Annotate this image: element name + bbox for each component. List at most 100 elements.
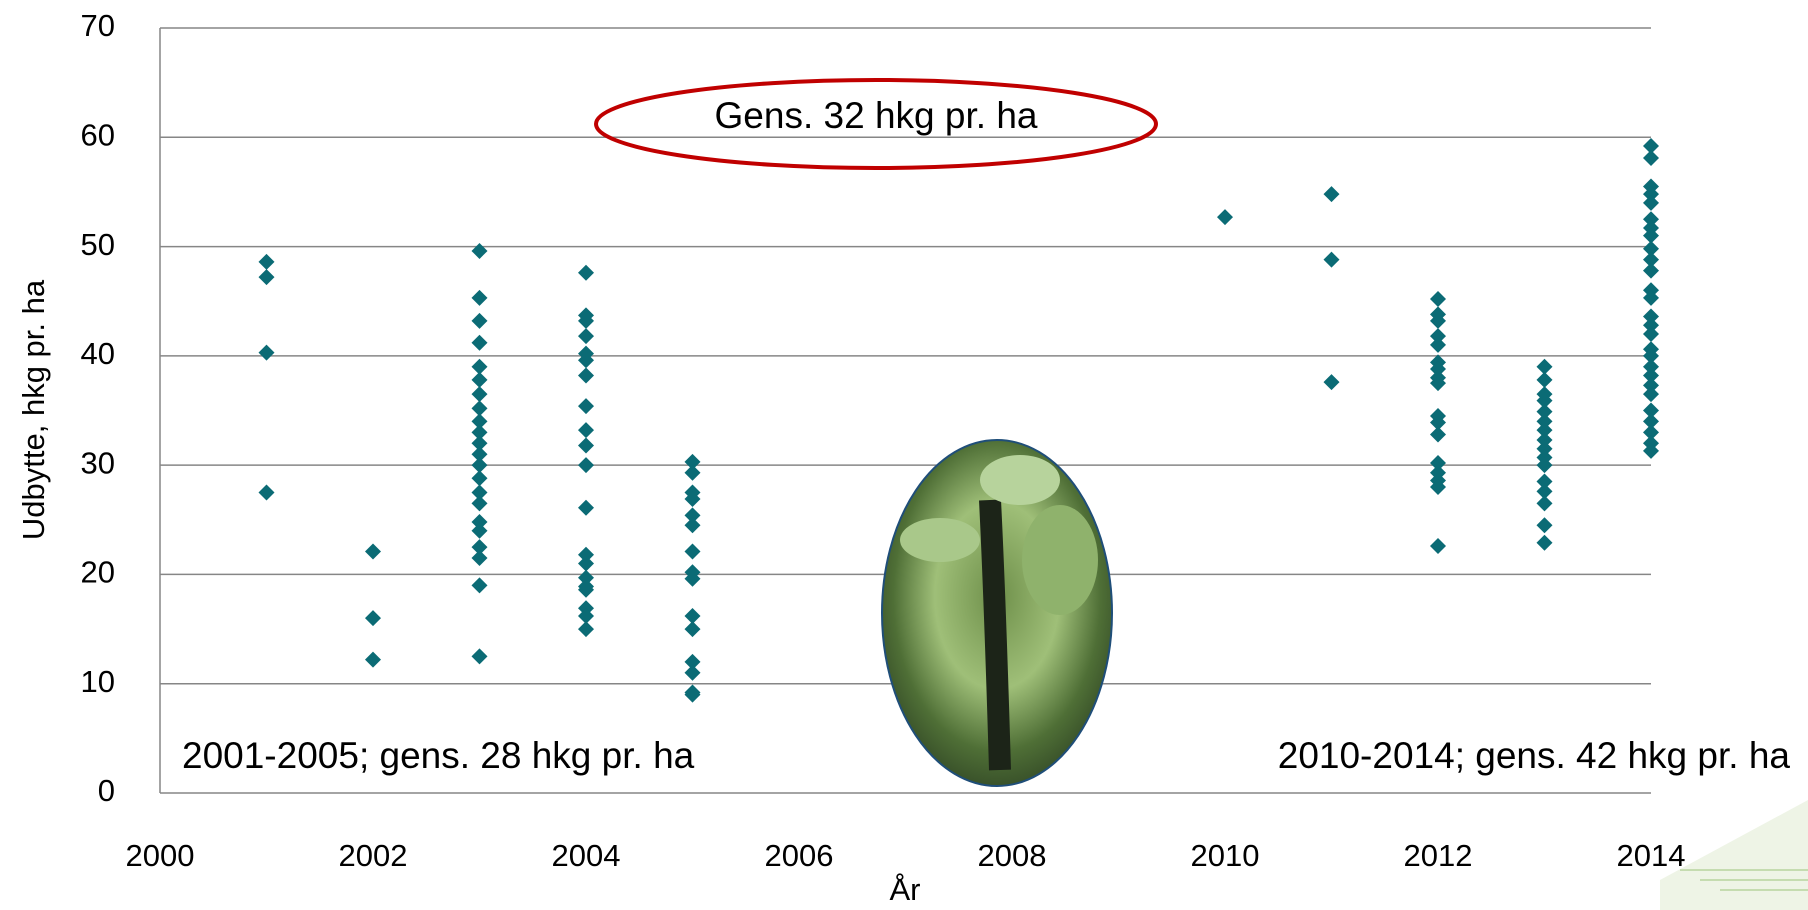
point xyxy=(258,484,275,501)
point xyxy=(1430,312,1446,329)
x-tick-label: 2002 xyxy=(339,838,408,873)
x-tick-label: 2000 xyxy=(126,838,195,873)
photo-leaf xyxy=(1022,505,1098,615)
annotation: 2001-2005; gens. 28 hkg pr. ha xyxy=(182,735,695,776)
point xyxy=(365,543,381,560)
point xyxy=(578,457,594,474)
y-tick-label: 60 xyxy=(81,117,115,152)
point xyxy=(1536,358,1553,375)
point xyxy=(258,269,275,286)
point xyxy=(1430,454,1446,471)
point xyxy=(365,610,381,627)
point xyxy=(684,464,701,481)
point xyxy=(578,437,594,454)
point xyxy=(1323,374,1340,391)
point xyxy=(1643,442,1659,459)
x-tick-label: 2004 xyxy=(552,838,621,873)
point xyxy=(1536,483,1553,500)
point xyxy=(1643,186,1659,203)
decoration xyxy=(1660,800,1808,910)
point xyxy=(1217,209,1233,226)
point xyxy=(1430,538,1446,555)
point xyxy=(684,543,701,560)
point xyxy=(1536,495,1553,512)
point xyxy=(471,400,488,417)
highlight-ellipse xyxy=(594,78,1158,170)
annotation: Gens. 32 hkg pr. ha xyxy=(715,95,1038,136)
x-axis-label: År xyxy=(890,872,921,907)
point xyxy=(578,499,594,516)
point xyxy=(684,570,701,587)
point xyxy=(1643,194,1659,211)
point xyxy=(1536,517,1553,534)
photo-leaf xyxy=(980,455,1060,505)
point xyxy=(1430,426,1446,443)
point xyxy=(471,371,488,388)
point xyxy=(471,242,488,259)
point xyxy=(1643,317,1659,334)
point xyxy=(471,446,488,463)
point xyxy=(578,621,594,638)
point xyxy=(578,398,594,415)
point xyxy=(471,550,488,567)
point xyxy=(578,352,594,369)
point xyxy=(471,539,488,556)
point xyxy=(1643,386,1659,403)
x-tick-label: 2014 xyxy=(1617,838,1686,873)
point xyxy=(1430,360,1446,377)
point xyxy=(1643,424,1659,441)
point xyxy=(1536,534,1553,551)
point xyxy=(684,653,701,670)
point xyxy=(1536,413,1553,430)
point xyxy=(578,367,594,384)
point xyxy=(578,581,594,598)
point xyxy=(471,358,488,375)
point xyxy=(1643,251,1659,268)
y-tick-label: 30 xyxy=(81,445,115,480)
point xyxy=(471,386,488,403)
point xyxy=(1430,291,1446,308)
point xyxy=(578,607,594,624)
y-tick-label: 20 xyxy=(81,555,115,590)
point xyxy=(1430,336,1446,353)
point xyxy=(1643,240,1659,257)
point xyxy=(1536,392,1553,409)
point xyxy=(471,495,488,512)
point xyxy=(684,507,701,524)
point xyxy=(684,686,701,703)
point xyxy=(471,413,488,430)
point xyxy=(1430,414,1446,431)
point xyxy=(578,264,594,281)
photo xyxy=(881,439,1113,787)
x-tick-label: 2012 xyxy=(1404,838,1473,873)
x-tick-label: 2006 xyxy=(765,838,834,873)
point xyxy=(1430,328,1446,345)
point xyxy=(1643,289,1659,306)
point xyxy=(471,334,488,351)
point xyxy=(1536,371,1553,388)
corner-deco xyxy=(1660,800,1808,910)
points xyxy=(258,138,1659,703)
y-tick-label: 50 xyxy=(81,227,115,262)
point xyxy=(1643,347,1659,364)
point xyxy=(1643,262,1659,279)
point xyxy=(1643,377,1659,394)
photo-leaf xyxy=(900,518,980,562)
point xyxy=(578,328,594,345)
point xyxy=(578,546,594,563)
point xyxy=(471,289,488,306)
point xyxy=(1323,251,1340,268)
y-tick-label: 40 xyxy=(81,336,115,371)
point xyxy=(684,664,701,681)
point xyxy=(1643,308,1659,325)
point xyxy=(1430,375,1446,392)
point xyxy=(1536,473,1553,490)
point xyxy=(471,522,488,539)
y-axis-label: Udbytte, hkg pr. ha xyxy=(16,279,51,540)
point xyxy=(365,651,381,668)
point xyxy=(1643,413,1659,430)
point xyxy=(1536,457,1553,474)
point xyxy=(471,470,488,487)
point xyxy=(1643,211,1659,228)
y-tick-label: 0 xyxy=(98,773,115,808)
